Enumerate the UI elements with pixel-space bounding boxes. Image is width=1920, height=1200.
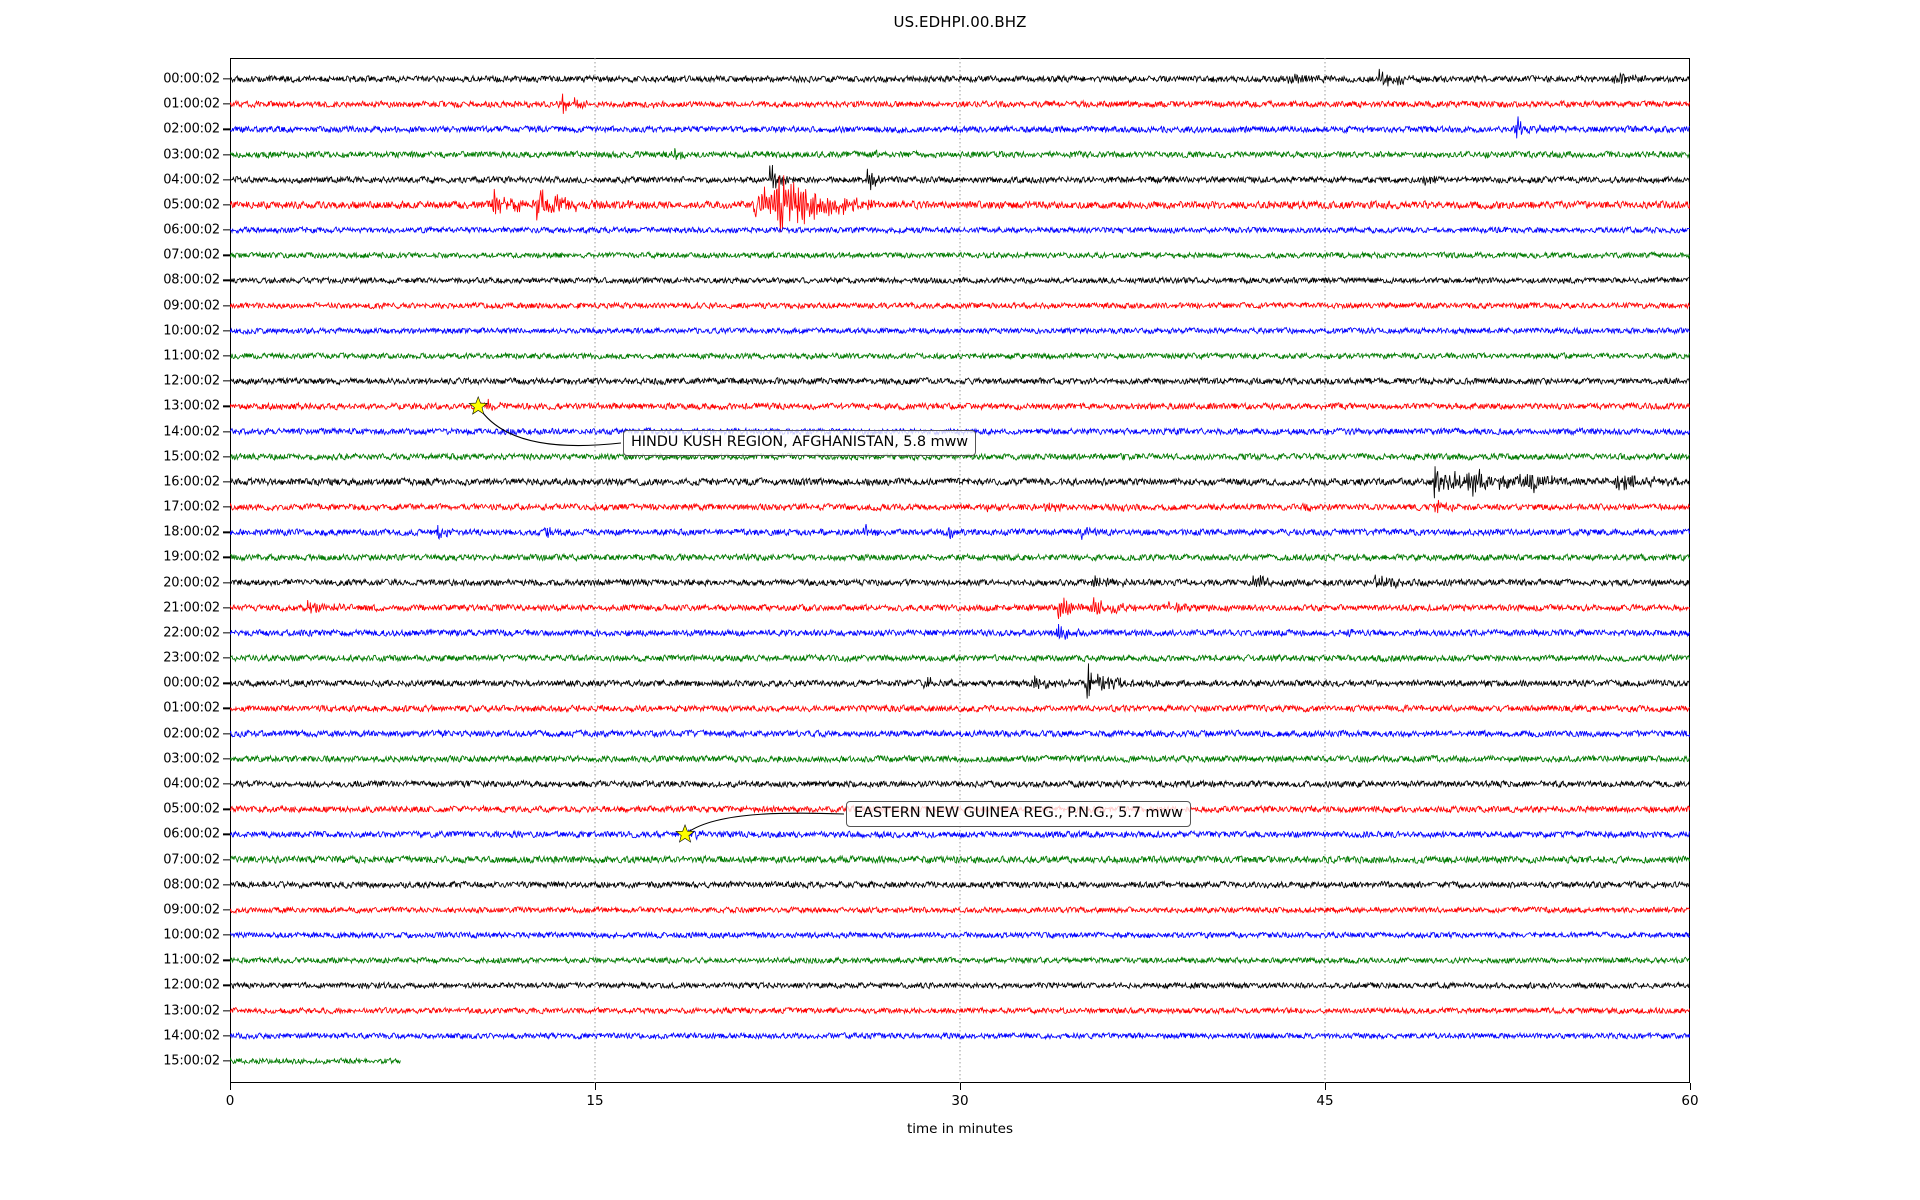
y-axis-tick-mark [223,103,230,105]
y-axis-tick-mark [223,456,230,458]
y-axis-tick-mark [223,833,230,836]
y-axis-tick-label: 07:00:02 [163,852,220,868]
y-axis-tick-label: 18:00:02 [163,524,220,540]
y-axis-tick-label: 09:00:02 [163,902,220,918]
y-axis-tick-label: 00:00:02 [163,71,220,87]
y-axis-tick-label: 06:00:02 [163,222,220,238]
y-axis-tick-mark [223,909,230,911]
y-axis-tick-label: 09:00:02 [163,298,220,314]
x-axis-tick-mark [960,1083,962,1090]
y-axis-tick-label: 02:00:02 [163,726,220,742]
x-axis-tick-label: 30 [951,1093,969,1109]
x-axis-tick-mark [230,1083,232,1090]
earthquake-annotation-callout[interactable]: EASTERN NEW GUINEA REG., P.N.G., 5.7 mww [846,801,1191,827]
y-axis-tick-label: 21:00:02 [163,600,220,616]
y-axis-tick-label: 10:00:02 [163,927,220,943]
y-axis-tick-mark [223,304,230,307]
y-axis-tick-mark [223,506,230,508]
y-axis-tick-label: 22:00:02 [163,625,220,641]
y-axis-tick-mark [223,581,230,584]
x-axis-tick-label: 60 [1681,1093,1699,1109]
y-axis-tick-mark [223,682,230,684]
y-axis-tick-mark [223,808,230,810]
x-axis-tick-mark [1690,1083,1692,1090]
y-axis-tick-mark [223,153,230,156]
y-axis-tick-mark [223,330,230,332]
y-axis-tick-mark [223,707,230,710]
y-axis-tick-label: 16:00:02 [163,474,220,490]
y-axis-tick-label: 15:00:02 [163,1053,220,1069]
y-axis-tick-mark [223,380,230,382]
x-axis-title: time in minutes [906,1121,1014,1137]
y-axis-tick-mark [223,481,230,483]
y-axis-tick-label: 14:00:02 [163,1028,220,1044]
y-axis-tick-mark [223,632,230,634]
y-axis-tick-label: 12:00:02 [163,373,220,389]
y-axis-tick-mark [223,355,230,357]
y-axis-tick-mark [223,959,230,961]
y-axis-tick-label: 07:00:02 [163,247,220,263]
y-axis-tick-label: 12:00:02 [163,977,220,993]
y-axis-tick-label: 04:00:02 [163,172,220,188]
y-axis-tick-mark [223,783,230,785]
y-axis-tick-label: 05:00:02 [163,801,220,817]
x-axis-tick-mark [1325,1083,1327,1090]
y-axis-tick-mark [223,279,230,282]
y-axis-tick-label: 19:00:02 [163,549,220,565]
y-axis-tick-mark [223,607,230,609]
y-axis-tick-label: 23:00:02 [163,650,220,666]
y-axis-tick-label: 06:00:02 [163,826,220,842]
y-axis-tick-label: 08:00:02 [163,877,220,893]
y-axis-tick-mark [223,884,230,886]
y-axis-tick-mark [223,78,230,80]
y-axis-tick-mark [223,657,230,659]
y-axis-tick-label: 02:00:02 [163,121,220,137]
y-axis-tick-label: 03:00:02 [163,147,220,163]
y-axis-tick-mark [223,556,230,559]
y-axis-tick-mark [223,733,230,735]
x-axis-tick-mark [595,1083,597,1090]
y-axis-tick-label: 17:00:02 [163,499,220,515]
y-axis-tick-label: 01:00:02 [163,96,220,112]
x-axis-tick-label: 0 [225,1093,235,1109]
y-axis-tick-mark [223,179,230,181]
y-axis-tick-label: 11:00:02 [163,348,220,364]
y-axis-tick-mark [223,531,230,533]
y-axis-tick-mark [223,405,230,407]
y-axis-tick-mark [223,984,230,987]
y-axis-tick-label: 03:00:02 [163,751,220,767]
y-axis-tick-label: 04:00:02 [163,776,220,792]
x-axis-tick-label: 45 [1316,1093,1334,1109]
plot-axes-frame [230,58,1690,1083]
y-axis-tick-mark [223,229,230,231]
y-axis-tick-mark [223,430,230,433]
y-axis-tick-mark [223,1035,230,1037]
earthquake-annotation-callout[interactable]: HINDU KUSH REGION, AFGHANISTAN, 5.8 mww [623,430,977,456]
y-axis-tick-label: 01:00:02 [163,700,220,716]
y-axis-tick-mark [223,204,230,206]
y-axis-tick-mark [223,934,230,936]
y-axis-tick-label: 08:00:02 [163,272,220,288]
y-axis-tick-mark [223,128,230,130]
y-axis-tick-mark [223,1060,230,1062]
y-axis-tick-label: 13:00:02 [163,1003,220,1019]
y-axis-tick-label: 00:00:02 [163,675,220,691]
y-axis-tick-mark [223,1009,230,1012]
y-axis-tick-mark [223,254,230,256]
y-axis-tick-label: 15:00:02 [163,449,220,465]
y-axis-tick-label: 13:00:02 [163,398,220,414]
y-axis-tick-label: 10:00:02 [163,323,220,339]
x-axis-tick-label: 15 [586,1093,604,1109]
y-axis-tick-label: 14:00:02 [163,424,220,439]
y-axis-tick-label: 11:00:02 [163,952,220,968]
y-axis-tick-mark [223,858,230,861]
page-title: US.EDHPI.00.BHZ [893,13,1027,31]
y-axis-tick-label: 20:00:02 [163,575,220,591]
y-axis-tick-label: 05:00:02 [163,197,220,213]
y-axis-tick-mark [223,758,230,760]
